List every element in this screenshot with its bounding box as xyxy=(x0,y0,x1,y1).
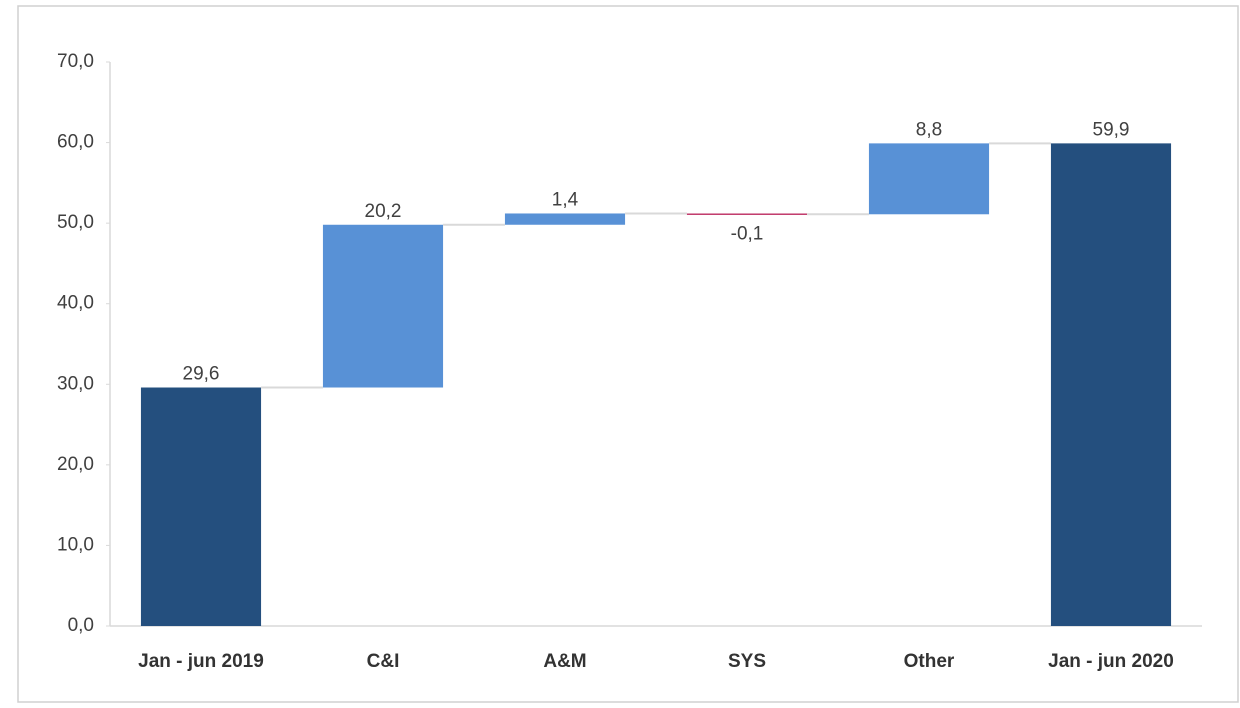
x-tick-label: SYS xyxy=(728,651,766,672)
bar xyxy=(504,213,626,225)
y-tick-label: 30,0 xyxy=(57,373,94,394)
x-tick-label: Jan - jun 2019 xyxy=(138,651,264,672)
y-tick-label: 10,0 xyxy=(57,534,94,555)
x-tick-label: C&I xyxy=(367,651,400,672)
bar xyxy=(140,387,262,626)
data-label: 8,8 xyxy=(916,119,942,140)
y-tick-label: 70,0 xyxy=(57,51,94,72)
data-label: 20,2 xyxy=(365,201,402,222)
bar xyxy=(322,224,444,388)
y-tick-label: 0,0 xyxy=(68,615,94,636)
x-tick-label: A&M xyxy=(543,651,586,672)
y-tick-label: 40,0 xyxy=(57,293,94,314)
y-tick-label: 20,0 xyxy=(57,454,94,475)
bar xyxy=(686,213,808,215)
data-label: 29,6 xyxy=(183,364,220,385)
bar xyxy=(868,143,990,215)
x-tick-label: Jan - jun 2020 xyxy=(1048,651,1174,672)
data-label: 59,9 xyxy=(1093,119,1130,140)
data-label: -0,1 xyxy=(731,223,764,244)
y-tick-label: 50,0 xyxy=(57,212,94,233)
x-tick-label: Other xyxy=(904,651,955,672)
y-tick-label: 60,0 xyxy=(57,132,94,153)
bar xyxy=(1050,143,1172,626)
data-label: 1,4 xyxy=(552,189,579,210)
